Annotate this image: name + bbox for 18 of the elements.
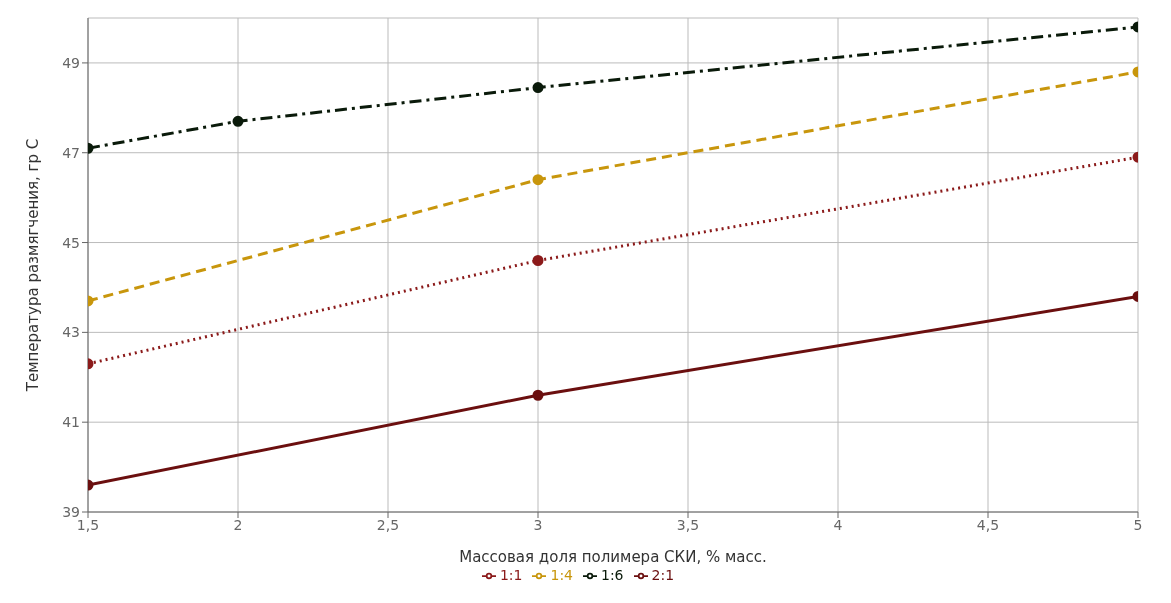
y-tick-label: 43 [62, 324, 80, 341]
y-tick-label: 47 [62, 144, 80, 161]
y-tick-label: 41 [62, 414, 80, 431]
legend-label: 2:1 [651, 567, 675, 583]
x-tick-label: 2,5 [376, 516, 400, 533]
legend-label: 1:4 [550, 567, 573, 583]
y-tick-label: 49 [62, 54, 80, 71]
x-axis-title: Массовая доля полимера СКИ, % масс. [459, 548, 767, 566]
x-tick-label: 3,5 [676, 516, 700, 533]
y-axis-title: Температура размягчения, гр С [24, 138, 43, 393]
x-tick-label: 3 [533, 516, 543, 533]
y-tick-label: 45 [62, 234, 80, 251]
x-tick-label: 5 [1133, 516, 1143, 533]
x-tick-label: 2 [233, 516, 243, 533]
legend-label: 1:1 [499, 567, 523, 583]
legend-label: 1:6 [601, 567, 624, 583]
x-tick-label: 4,5 [976, 516, 1000, 533]
x-tick-label: 4 [833, 516, 843, 533]
